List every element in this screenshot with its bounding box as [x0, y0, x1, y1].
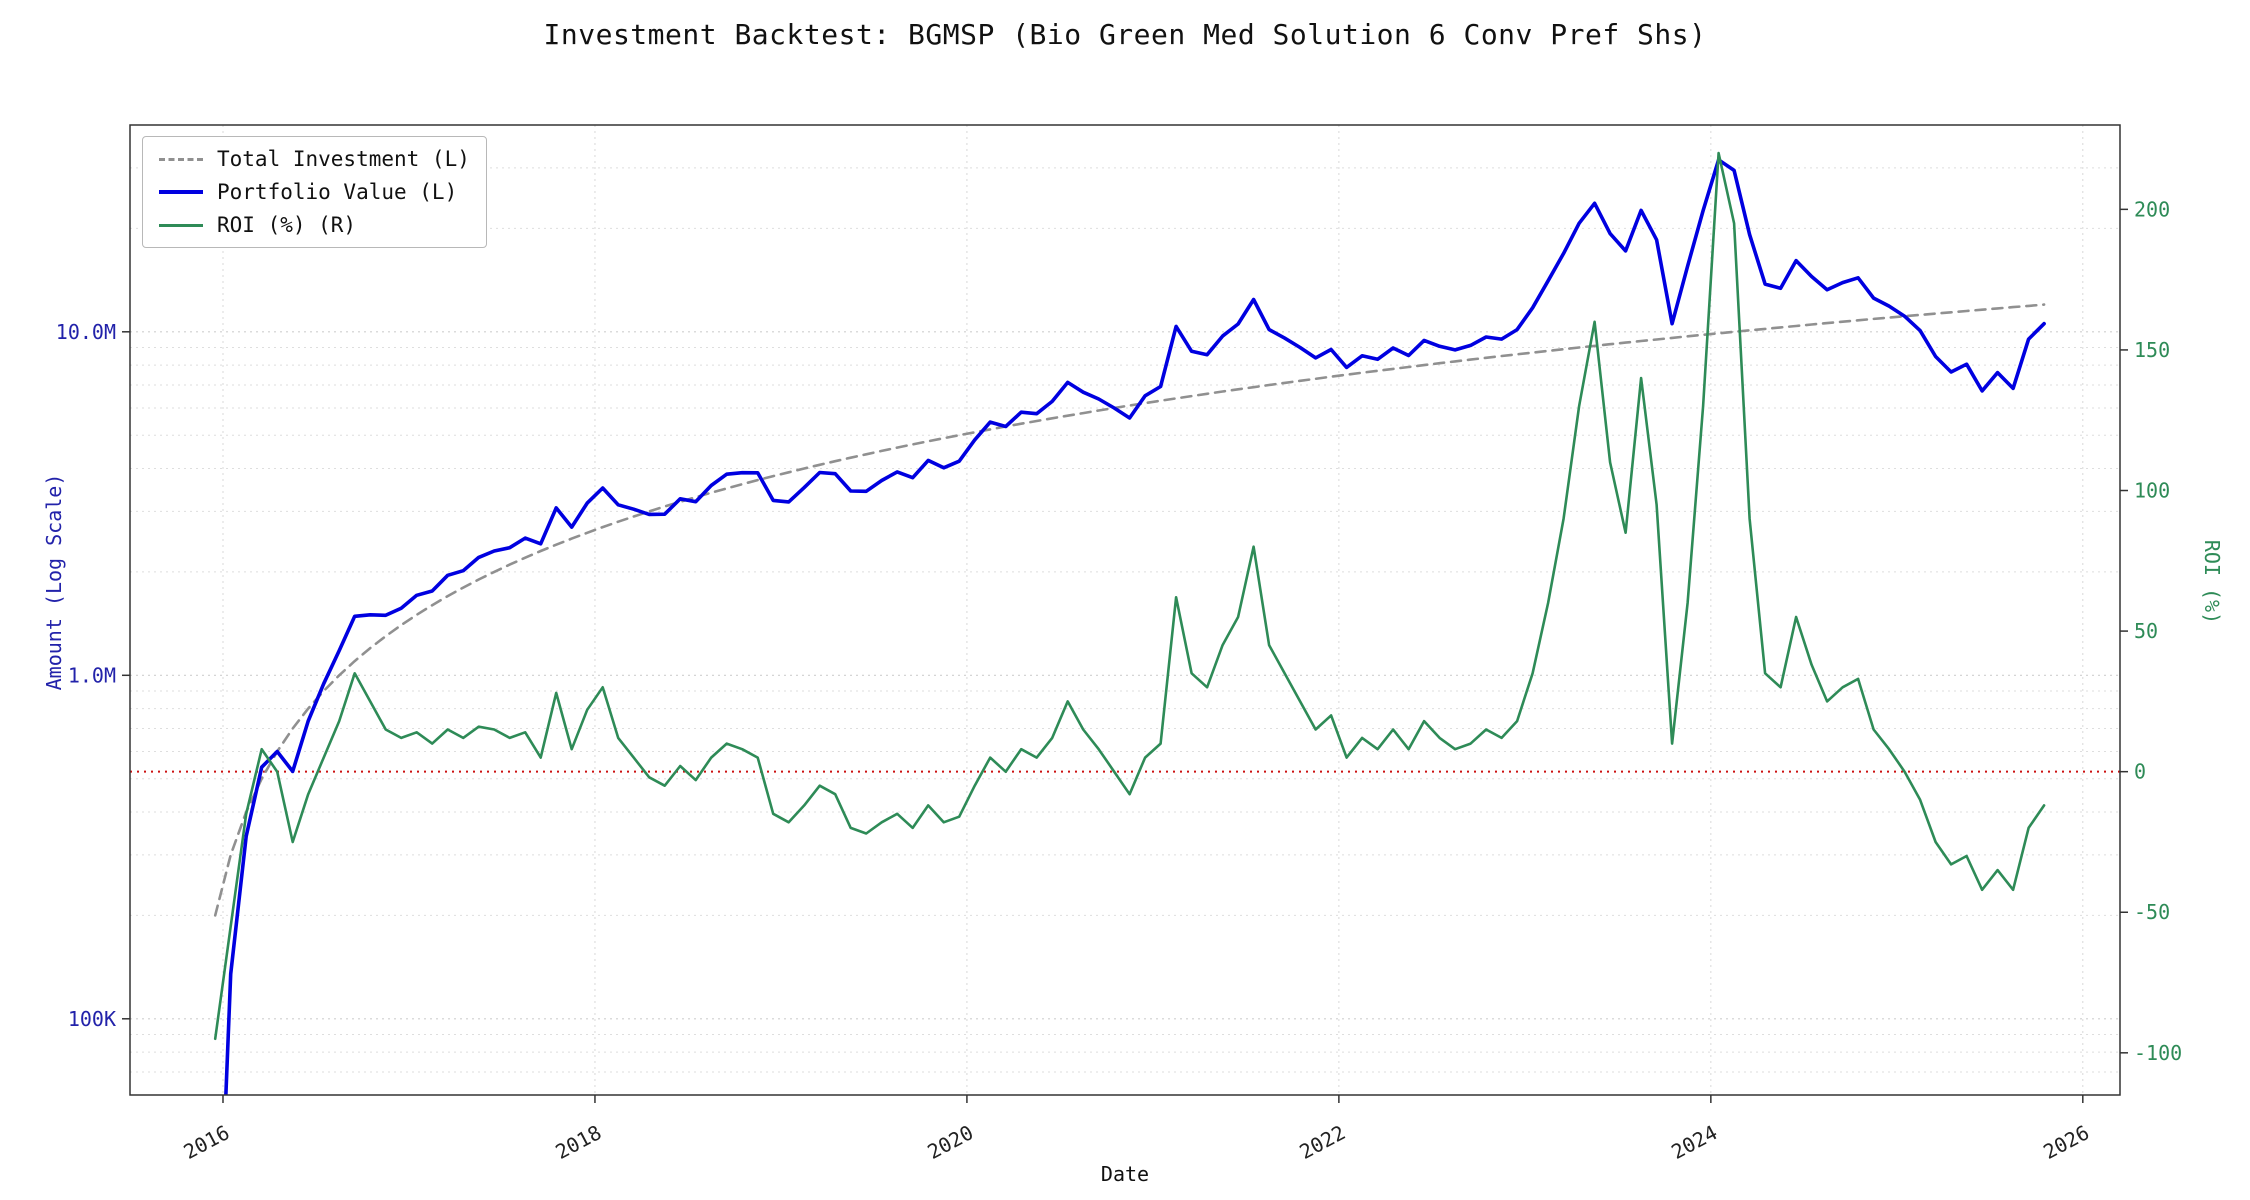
portfolio-value-line: [224, 158, 2046, 1095]
right-tick-label: 0: [2134, 760, 2146, 784]
total-investment-line-swatch: [159, 157, 203, 161]
portfolio-value-line-swatch: [159, 190, 203, 194]
right-tick-label: 150: [2134, 338, 2170, 362]
legend: Total Investment (L) Portfolio Value (L)…: [142, 136, 487, 248]
legend-label-roi: ROI (%) (R): [217, 213, 357, 237]
left-tick-label: 1.0M: [68, 663, 116, 687]
right-tick-label: -100: [2134, 1041, 2182, 1065]
x-tick-label: 2020: [923, 1120, 977, 1164]
x-tick-label: 2026: [2039, 1120, 2093, 1164]
legend-item-portfolio-value: Portfolio Value (L): [159, 180, 470, 204]
left-tick-label: 10.0M: [56, 320, 116, 344]
plot-border: [129, 124, 2121, 1096]
right-axis-label: ROI (%): [2200, 539, 2224, 625]
x-tick-label: 2024: [1667, 1120, 1721, 1164]
roi-line-swatch: [159, 223, 203, 227]
chart-title: Investment Backtest: BGMSP (Bio Green Me…: [543, 18, 1707, 51]
right-tick-label: 200: [2134, 197, 2170, 221]
gridlines: [130, 125, 2120, 1095]
legend-item-total-investment: Total Investment (L): [159, 147, 470, 171]
right-tick-label: 100: [2134, 479, 2170, 503]
right-tick-label: -50: [2134, 900, 2170, 924]
legend-label-total-investment: Total Investment (L): [217, 147, 470, 171]
legend-item-roi: ROI (%) (R): [159, 213, 470, 237]
right-tick-label: 50: [2134, 619, 2158, 643]
x-axis-label: Date: [1100, 1162, 1150, 1186]
x-tick-label: 2016: [180, 1120, 234, 1164]
x-tick-label: 2018: [552, 1120, 606, 1164]
legend-label-portfolio-value: Portfolio Value (L): [217, 180, 458, 204]
x-tick-label: 2022: [1295, 1120, 1349, 1164]
left-axis-label: Amount (Log Scale): [42, 473, 66, 691]
roi-line: [213, 151, 2046, 1041]
total-investment-line: [213, 303, 2046, 917]
left-tick-label: 100K: [68, 1007, 116, 1031]
